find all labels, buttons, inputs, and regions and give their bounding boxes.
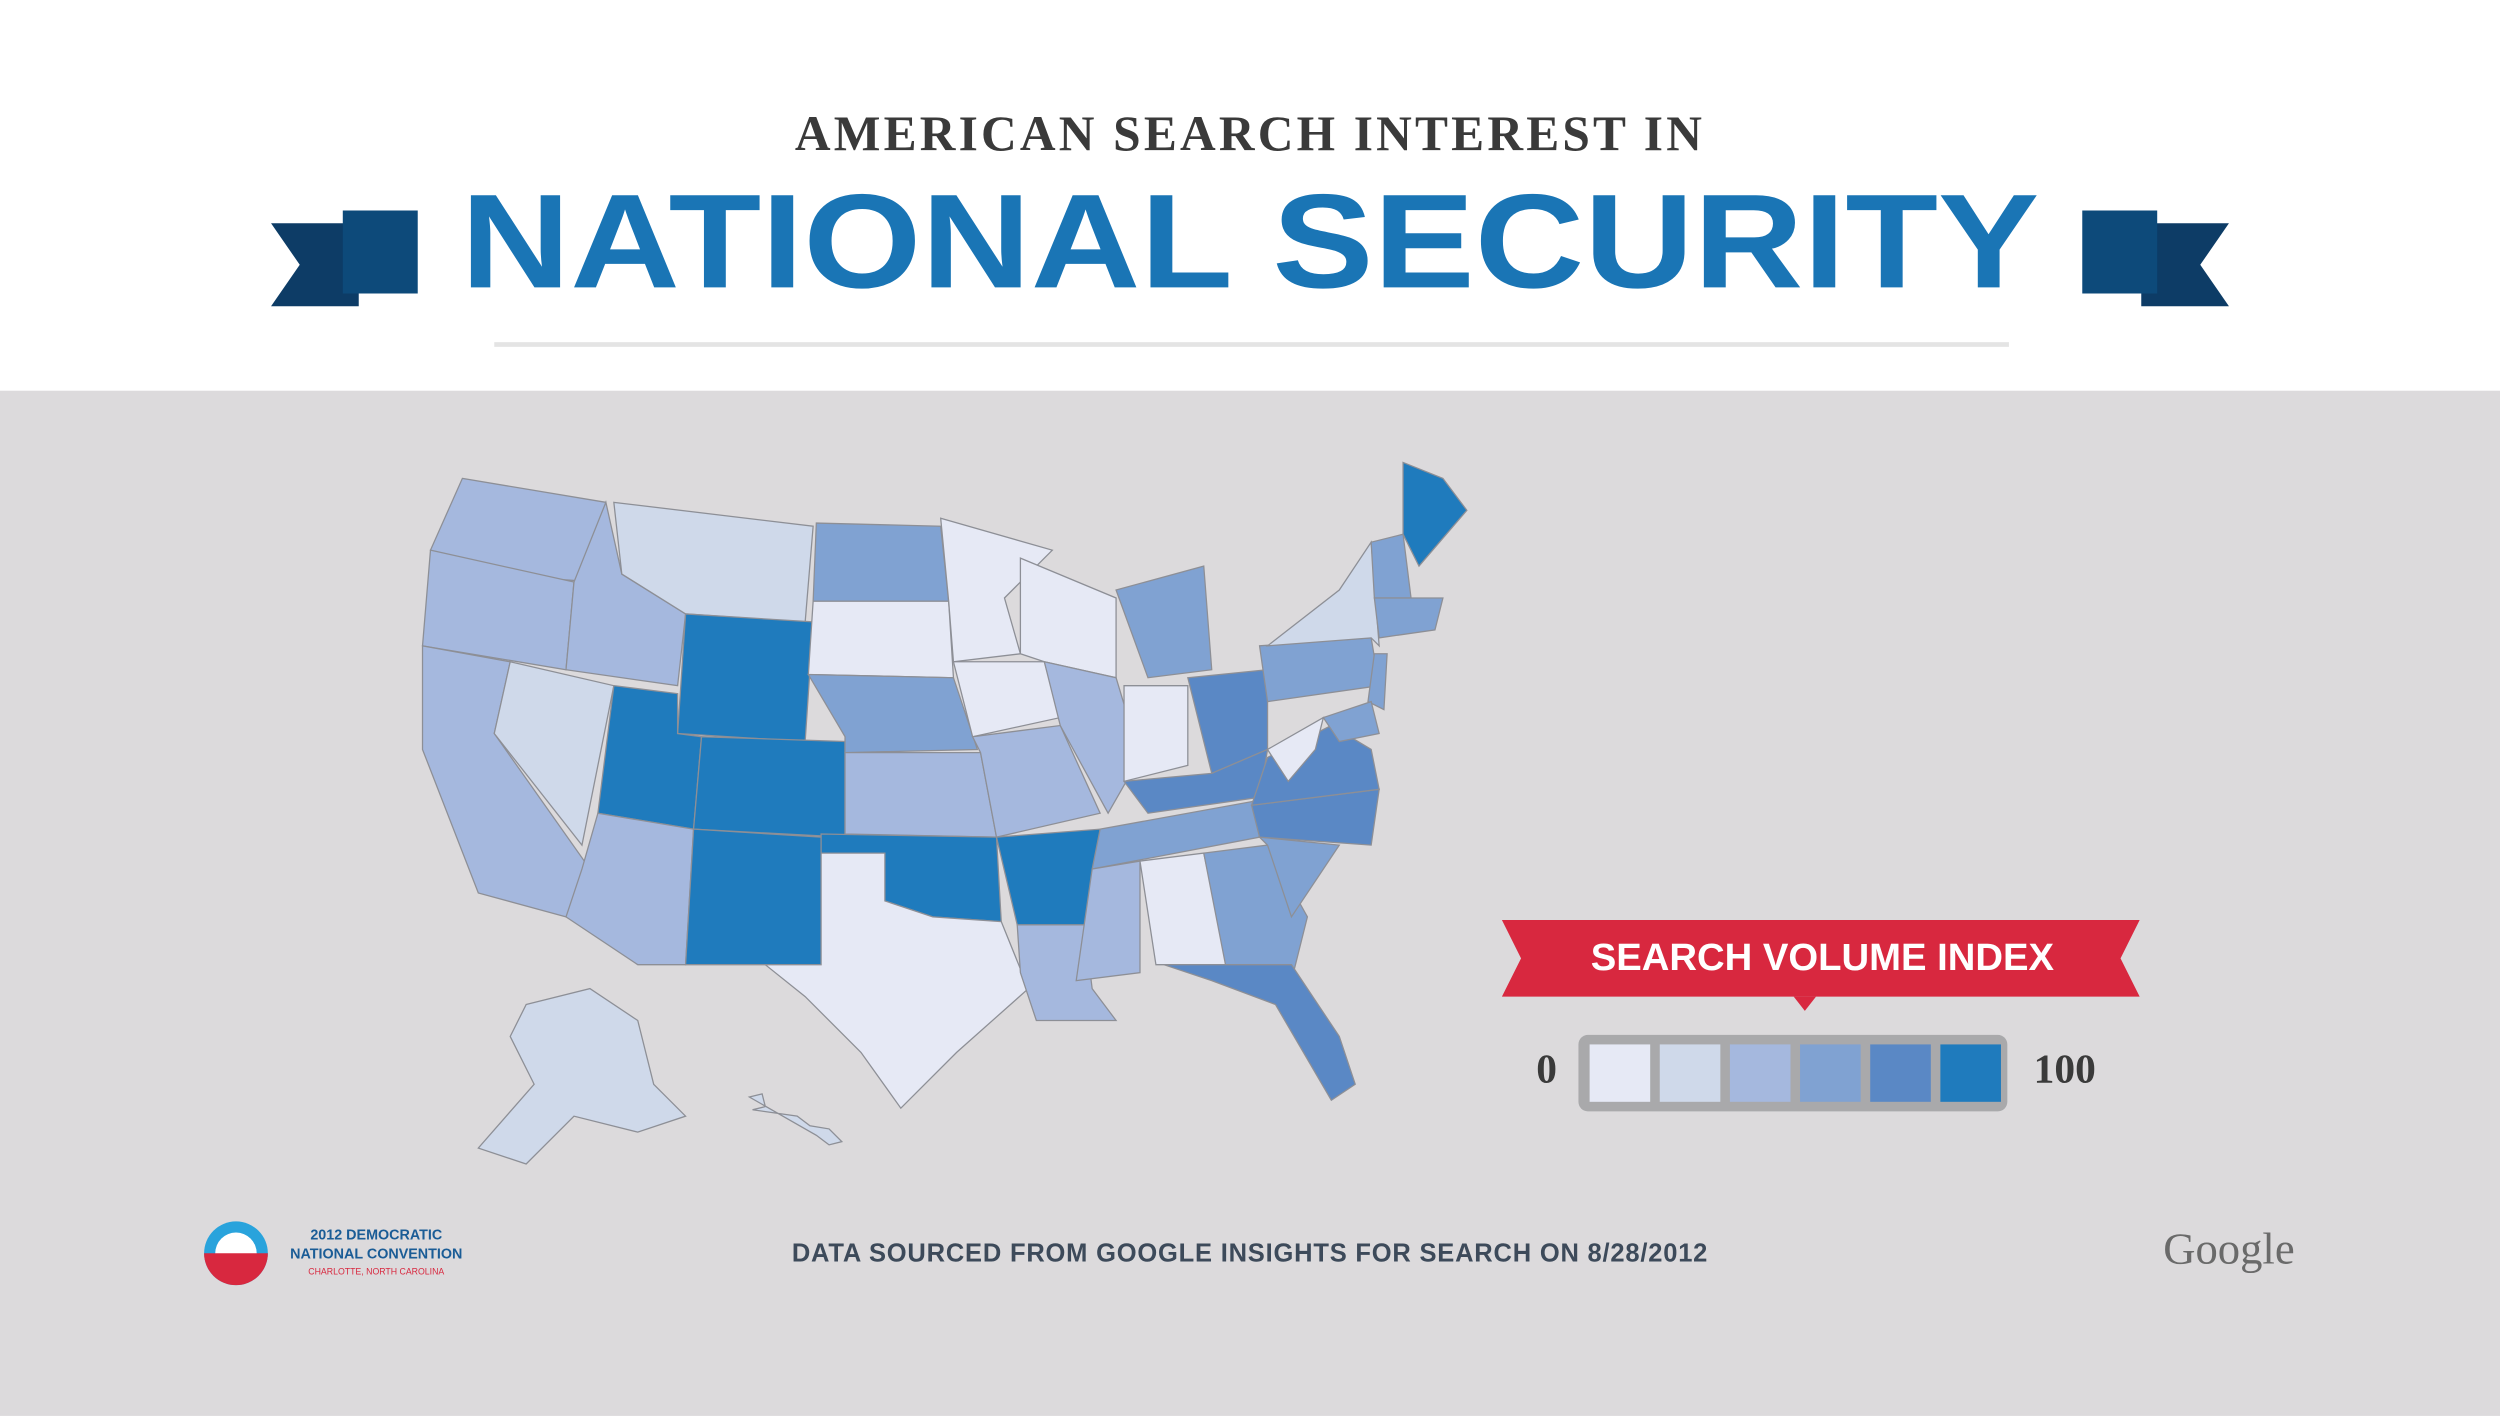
ribbon-left	[271, 210, 418, 307]
dnc-logo: 2012 DEMOCRATIC NATIONAL CONVENTION CHAR…	[204, 1221, 462, 1286]
legend-swatch	[1940, 1044, 2001, 1102]
legend-swatch	[1659, 1044, 1721, 1102]
state-region	[676, 613, 814, 743]
state-region	[971, 724, 1102, 838]
state-region	[684, 828, 822, 966]
state-region	[747, 1093, 844, 1146]
brand: Google	[2163, 1224, 2294, 1274]
ribbon-right	[2082, 210, 2229, 307]
state-region	[1115, 565, 1213, 679]
source-note: DATA SOURCED FROM GOOGLE INSIGHTS FOR SE…	[792, 1240, 1708, 1268]
legend-banner	[1501, 920, 2140, 997]
legend-pointer	[1793, 996, 1817, 1011]
legend: SEARCH VOLUME INDEX 0 100	[1501, 920, 2140, 1112]
state-region	[1402, 461, 1468, 568]
legend-min: 0	[1536, 1046, 1557, 1092]
legend-swatch	[1800, 1044, 1861, 1102]
state-region	[477, 987, 687, 1165]
state-region	[763, 852, 1030, 1110]
logo-line3: CHARLOTTE, NORTH CAROLINA	[308, 1267, 444, 1277]
state-region	[1163, 964, 1356, 1102]
legend-swatch	[1589, 1044, 1651, 1102]
legend-title: SEARCH VOLUME INDEX	[1591, 936, 2055, 979]
legend-max: 100	[2034, 1046, 2096, 1092]
title: NATIONAL SECURITY	[461, 167, 2039, 316]
header-bg	[0, 0, 2500, 391]
state-region	[1373, 597, 1444, 639]
logo-line2: NATIONAL CONVENTION	[290, 1247, 462, 1263]
state-region	[807, 600, 955, 679]
state-region	[1322, 700, 1380, 743]
state-region	[807, 673, 979, 754]
state-region	[1266, 716, 1325, 783]
state-region	[692, 736, 846, 838]
state-region	[1367, 653, 1388, 711]
state-region	[1075, 860, 1141, 982]
legend-swatch	[1870, 1044, 1931, 1102]
state-region	[1250, 724, 1380, 807]
state-region	[493, 660, 615, 847]
state-region	[812, 522, 950, 602]
legend-swatch	[1729, 1044, 1791, 1102]
state-region	[1123, 685, 1189, 783]
state-region	[1043, 660, 1141, 815]
logo-line1: 2012 DEMOCRATIC	[310, 1228, 442, 1244]
us-map	[421, 461, 1468, 1165]
kicker: AMERICAN SEARCH INTEREST IN	[795, 106, 1705, 161]
state-region	[844, 752, 998, 838]
state-region	[1257, 836, 1341, 919]
